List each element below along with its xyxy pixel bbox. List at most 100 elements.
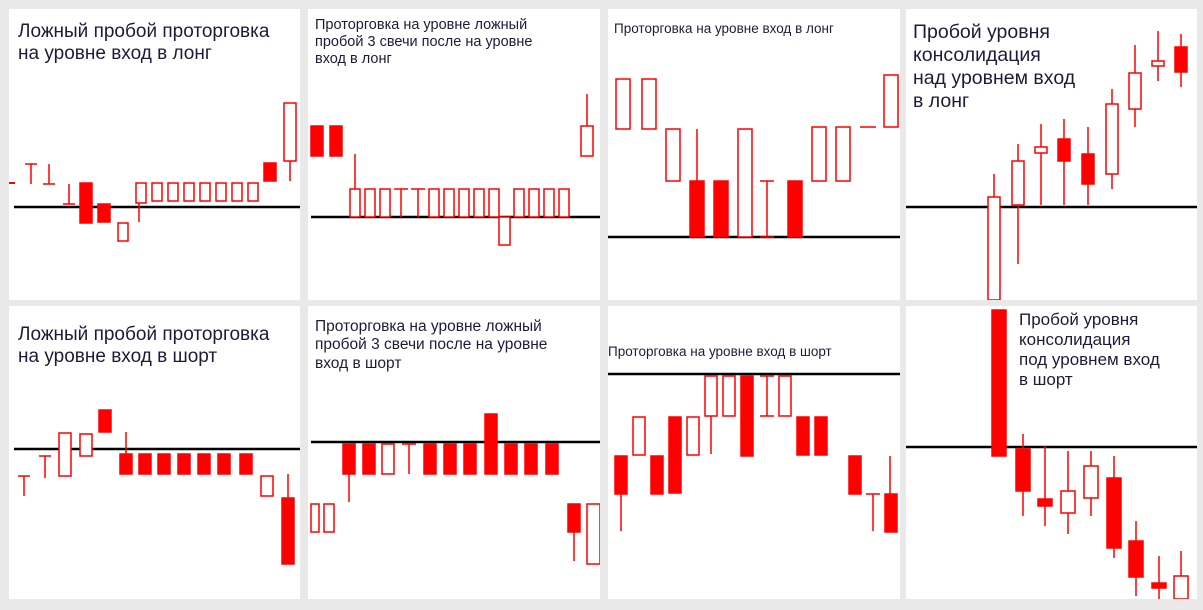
candle xyxy=(157,453,171,475)
panel-7-consolidation-short: Проторговка на уровне вход в шорт xyxy=(608,306,900,599)
candle xyxy=(740,375,754,457)
candle xyxy=(504,443,518,475)
candle xyxy=(463,443,477,475)
candle xyxy=(177,453,191,475)
candle xyxy=(283,102,297,162)
candle xyxy=(811,126,827,182)
candle xyxy=(443,443,457,475)
candle xyxy=(1037,498,1053,507)
candle xyxy=(1015,448,1031,492)
candle xyxy=(1128,72,1142,110)
candle xyxy=(1173,575,1189,599)
candle xyxy=(1057,138,1071,162)
candle xyxy=(323,503,335,533)
candle xyxy=(543,188,555,218)
candles xyxy=(614,375,898,533)
candle xyxy=(668,416,682,494)
candle xyxy=(1011,160,1025,206)
candle xyxy=(151,182,163,202)
candle xyxy=(117,222,129,242)
candle xyxy=(488,188,500,218)
candle xyxy=(484,413,498,475)
candle xyxy=(79,182,93,224)
candle xyxy=(239,453,253,475)
candle xyxy=(528,188,540,218)
panel-title: Проторговка на уровне ложный пробой 3 св… xyxy=(315,318,548,372)
candle xyxy=(217,453,231,475)
candle xyxy=(513,188,525,218)
candle xyxy=(329,125,343,157)
panel-5-false-breakout-short: Ложный пробой проторговка на уровне вход… xyxy=(9,306,300,599)
candle xyxy=(883,74,899,128)
candle xyxy=(247,182,259,202)
candle xyxy=(58,432,72,477)
candle xyxy=(119,453,133,475)
candle xyxy=(722,375,736,417)
candles xyxy=(991,309,1189,599)
panel-title: Проторговка на уровне вход в шорт xyxy=(608,344,832,359)
panel-6-consolidation-false-breakout-short: Проторговка на уровне ложный пробой 3 св… xyxy=(308,306,600,599)
candle xyxy=(362,443,376,475)
panel-2-chart xyxy=(310,94,600,246)
panel-title: Пробой уровня консолидация под уровнем в… xyxy=(1019,310,1160,390)
candle xyxy=(1083,465,1099,499)
candle xyxy=(423,443,437,475)
candle xyxy=(9,182,15,184)
panel-1-false-breakout-long: Ложный пробой проторговка на уровне вход… xyxy=(9,9,300,300)
candles xyxy=(310,94,594,246)
candle xyxy=(215,182,227,202)
candle xyxy=(1081,153,1095,185)
candle xyxy=(473,188,485,218)
candle xyxy=(167,182,179,202)
candle xyxy=(884,493,898,533)
panel-3-consolidation-long: Проторговка на уровне вход в лонг xyxy=(608,9,900,300)
candle xyxy=(443,188,455,218)
candle xyxy=(1151,582,1167,589)
candle xyxy=(98,409,112,433)
candle xyxy=(991,309,1007,457)
candle xyxy=(686,416,700,456)
candle xyxy=(281,497,295,565)
candle xyxy=(381,443,395,475)
candle xyxy=(342,443,356,475)
panel-7-chart xyxy=(608,372,900,533)
candle xyxy=(787,180,803,238)
candles xyxy=(987,31,1188,300)
panel-title: Проторговка на уровне ложный пробой 3 св… xyxy=(315,17,533,68)
candle xyxy=(310,125,324,157)
candle xyxy=(260,475,274,497)
candle xyxy=(796,416,810,456)
panel-3-chart xyxy=(608,74,900,239)
candle xyxy=(79,433,93,457)
candle xyxy=(835,126,851,182)
candle xyxy=(545,443,559,475)
panel-title: Проторговка на уровне вход в лонг xyxy=(614,21,834,36)
panel-title: Ложный пробой проторговка на уровне вход… xyxy=(18,21,270,65)
candle xyxy=(1034,146,1048,154)
candle xyxy=(1105,103,1119,175)
candle xyxy=(379,188,391,218)
candle xyxy=(310,503,320,533)
panel-8-breakout-consolidation-short: Пробой уровня консолидация под уровнем в… xyxy=(906,306,1197,599)
candles xyxy=(615,74,899,238)
panel-8-chart xyxy=(906,309,1197,599)
panel-1-chart xyxy=(9,102,300,242)
panel-5-chart xyxy=(14,409,300,565)
candle xyxy=(458,188,470,218)
candle xyxy=(641,78,657,130)
candle xyxy=(498,216,511,246)
candle xyxy=(364,188,376,218)
candle xyxy=(567,503,581,533)
candles xyxy=(310,413,600,565)
candle xyxy=(586,503,600,565)
candle xyxy=(737,128,753,238)
candle xyxy=(138,453,152,475)
candles xyxy=(18,409,295,565)
candle xyxy=(1174,46,1188,73)
panel-2-consolidation-false-breakout-long: Проторговка на уровне ложный пробой 3 св… xyxy=(308,9,600,300)
candle xyxy=(1151,60,1165,67)
candle xyxy=(665,128,681,182)
candle xyxy=(814,416,828,456)
candle xyxy=(614,455,628,495)
candle xyxy=(615,78,631,130)
